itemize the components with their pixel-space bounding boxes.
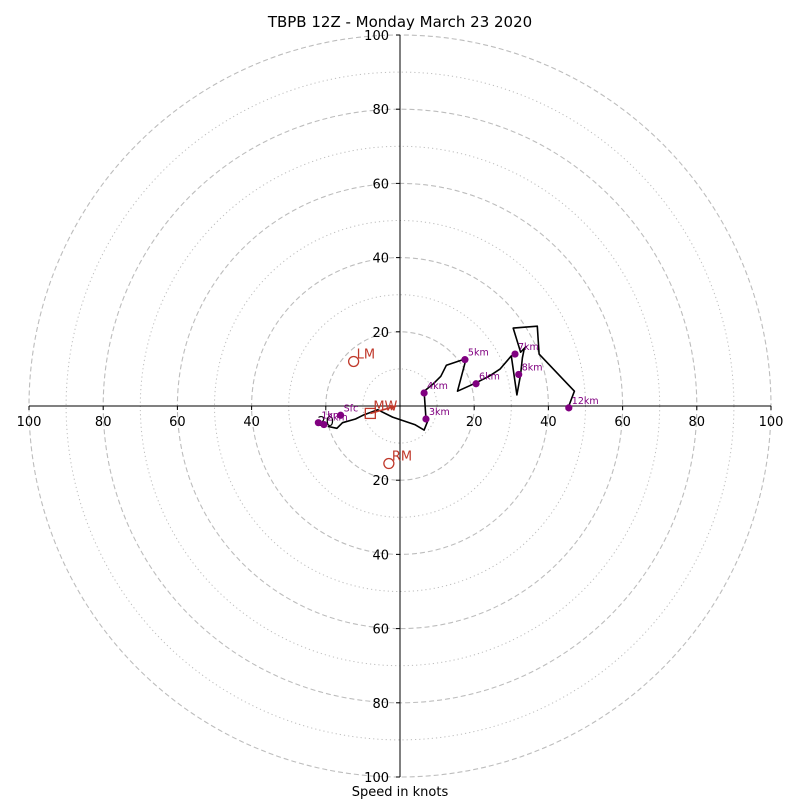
height-label-sfc: Sfc [344,403,359,414]
height-label-12km: 12km [572,396,599,407]
height-label-2km: 2km [327,413,348,424]
marker-rm [383,457,395,470]
y-tick-label-pos-100: 100 [364,29,389,44]
height-point-7km [511,350,519,358]
height-point-3km [422,415,430,423]
height-point-1km [314,419,322,427]
height-point-4km [420,389,428,397]
height-label-8km: 8km [522,362,543,373]
axes: 2020202040404040606060608080808010010010… [17,29,784,786]
height-label-7km: 7km [518,342,539,353]
height-label-6km: 6km [479,372,500,383]
height-point-sfc [337,411,345,419]
y-tick-label-pos-80: 80 [372,103,389,118]
x-tick-label-neg-100: 100 [17,415,42,430]
y-tick-label-pos-40: 40 [372,252,389,267]
height-point-5km [461,356,469,364]
y-tick-label-neg-100: 100 [364,771,389,786]
chart-title: TBPB 12Z - Monday March 23 2020 [267,13,532,31]
storm-motion-group: LM RM MW [347,347,412,470]
height-label-5km: 5km [468,348,489,359]
x-tick-label-neg-60: 60 [169,415,186,430]
y-tick-label-pos-20: 20 [372,326,389,341]
height-point-2km [320,420,328,429]
marker-label-rm: RM [392,450,412,465]
x-tick-label-neg-40: 40 [243,415,260,430]
x-tick-label-neg-80: 80 [95,415,112,430]
x-tick-label-pos-100: 100 [759,415,784,430]
y-tick-label-neg-40: 40 [372,548,389,563]
hodograph-trace-group [327,325,576,431]
hodograph-trace [327,325,576,431]
height-label-4km: 4km [427,381,448,392]
mean-wind-arrowhead [389,404,397,411]
x-tick-label-pos-20: 20 [466,415,483,430]
y-tick-label-neg-20: 20 [372,474,389,489]
marker-label-mw: MW [373,399,397,414]
height-label-1km: 1km [321,411,342,422]
height-point-12km [565,404,573,412]
height-label-3km: 3km [429,407,450,418]
y-tick-label-neg-60: 60 [372,623,389,638]
x-axis-label: Speed in knots [352,785,449,800]
y-tick-label-pos-60: 60 [372,177,389,192]
marker-label-lm: LM [357,347,375,362]
x-tick-label-pos-60: 60 [614,415,631,430]
height-point-8km [515,370,523,379]
x-tick-label-pos-80: 80 [689,415,706,430]
marker-lm [347,355,360,368]
marker-mw [364,407,376,420]
x-tick-label-pos-40: 40 [540,415,557,430]
height-point-6km [472,380,480,388]
y-tick-label-neg-80: 80 [372,697,389,712]
